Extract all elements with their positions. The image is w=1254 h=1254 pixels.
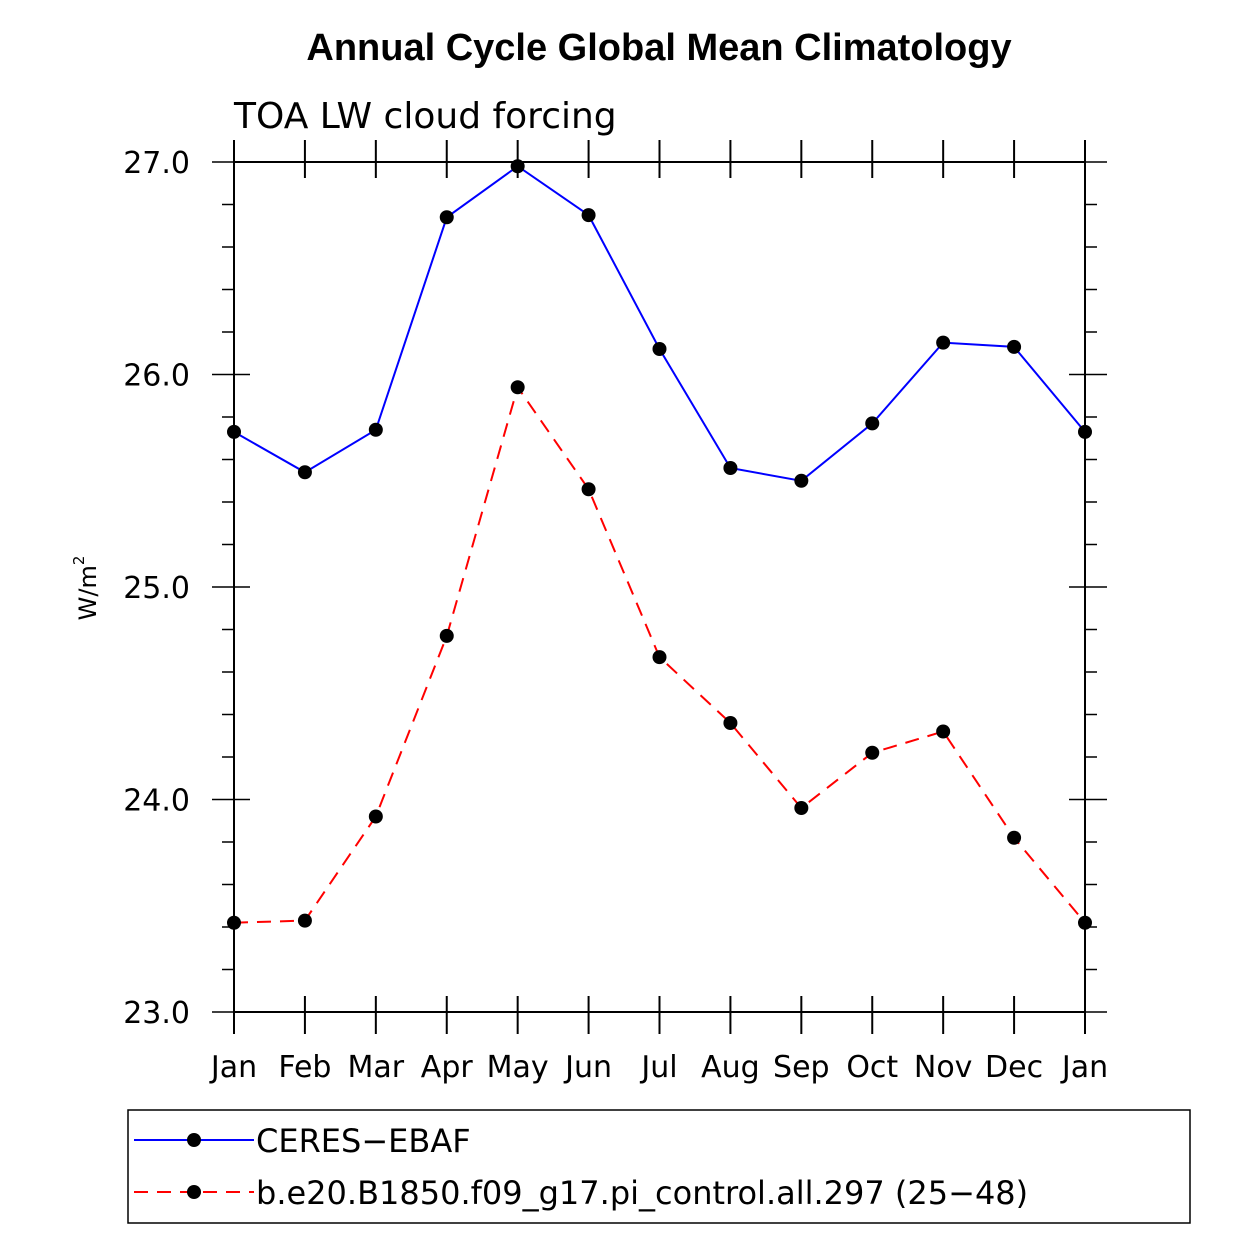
data-point-1 xyxy=(368,809,383,824)
svg-text:W/m2: W/m2 xyxy=(70,556,102,621)
plot-frame xyxy=(233,161,1086,1013)
data-point-0 xyxy=(510,159,525,174)
y-tick-label: 26.0 xyxy=(123,359,190,394)
axis-ticks xyxy=(212,140,1107,1034)
series-markers xyxy=(227,159,1092,930)
y-axis-label: W/m2 xyxy=(70,556,102,621)
legend-box xyxy=(127,1109,1191,1224)
x-tick-label: May xyxy=(487,1050,549,1085)
data-point-0 xyxy=(1078,424,1092,439)
data-point-0 xyxy=(794,473,809,488)
x-tick-label: Apr xyxy=(421,1050,474,1085)
legend: CERES−EBAF b.e20.B1850.f09_g17.pi_contro… xyxy=(127,1109,1191,1224)
x-tick-label: Nov xyxy=(914,1050,973,1085)
y-tick-label: 23.0 xyxy=(123,996,190,1031)
data-point-0 xyxy=(1007,339,1022,354)
data-point-1 xyxy=(297,913,312,928)
x-tick-label: Jan xyxy=(209,1050,257,1085)
chart-subtitle: TOA LW cloud forcing xyxy=(233,96,617,137)
y-tick-label: 24.0 xyxy=(123,784,190,819)
data-point-0 xyxy=(368,422,383,437)
data-point-1 xyxy=(510,380,525,395)
series-lines xyxy=(233,164,1086,924)
y-tick-label: 27.0 xyxy=(123,146,190,181)
x-tick-label: Dec xyxy=(985,1050,1043,1085)
data-point-1 xyxy=(1078,915,1092,930)
data-point-1 xyxy=(439,628,454,643)
data-point-0 xyxy=(227,424,241,439)
data-point-0 xyxy=(439,210,454,225)
x-tick-label: Sep xyxy=(773,1050,830,1085)
legend-marker-ceres xyxy=(187,1133,201,1147)
series-line-0 xyxy=(233,164,1086,482)
data-point-0 xyxy=(581,208,596,223)
data-point-1 xyxy=(794,801,809,815)
x-tick-labels: Jan Feb Mar Apr May Jun Jul Aug Sep Oct Nov Dec Jan xyxy=(209,1050,1108,1085)
data-point-0 xyxy=(297,465,312,480)
legend-label-model: b.e20.B1850.f09_g17.pi_control.all.297 (… xyxy=(256,1174,1028,1212)
data-point-1 xyxy=(652,650,667,665)
x-tick-label: Oct xyxy=(846,1050,898,1085)
chart-title: Annual Cycle Global Mean Climatology xyxy=(306,27,1011,69)
data-point-0 xyxy=(652,342,667,356)
data-point-1 xyxy=(1007,830,1022,845)
data-point-0 xyxy=(865,416,880,431)
x-tick-label: Feb xyxy=(278,1050,331,1085)
x-tick-label: Jul xyxy=(639,1050,677,1085)
legend-marker-model xyxy=(187,1185,201,1199)
x-tick-label: Mar xyxy=(348,1050,405,1085)
y-axis-label-superscript: 2 xyxy=(70,556,88,566)
data-point-1 xyxy=(227,915,241,930)
data-point-1 xyxy=(581,482,596,497)
data-point-1 xyxy=(936,724,951,739)
data-point-1 xyxy=(723,716,738,730)
y-axis-label-base: W/m xyxy=(74,565,102,620)
data-point-1 xyxy=(865,745,880,760)
x-tick-label: Jan xyxy=(1060,1050,1108,1085)
data-point-0 xyxy=(723,461,738,475)
x-tick-label: Jun xyxy=(563,1050,612,1085)
y-tick-labels: 23.0 24.0 25.0 26.0 27.0 xyxy=(123,146,190,1031)
x-tick-label: Aug xyxy=(701,1050,760,1085)
legend-label-ceres: CERES−EBAF xyxy=(256,1122,471,1160)
data-point-0 xyxy=(936,335,951,350)
y-tick-label: 25.0 xyxy=(123,571,190,606)
